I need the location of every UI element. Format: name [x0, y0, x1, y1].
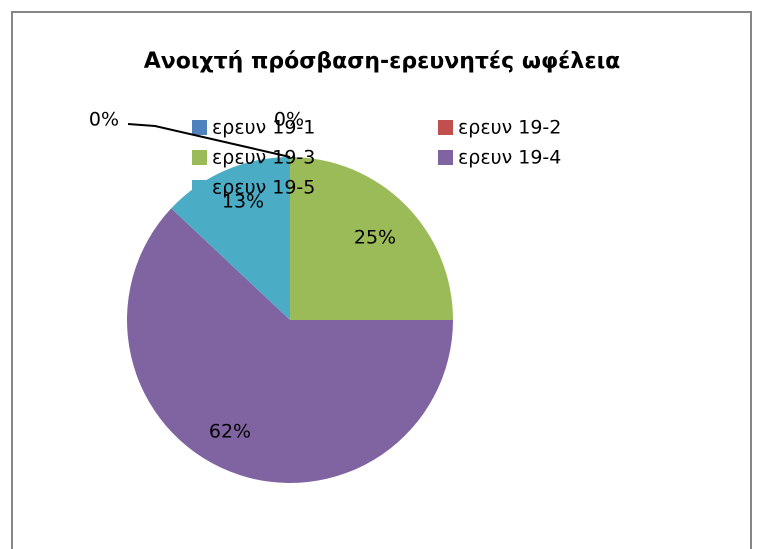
legend-label: ερευν 19-4 [458, 147, 561, 169]
chart-title: Ανοιχτή πρόσβαση-ερευνητές ωφέλεια [144, 49, 621, 74]
data-label: 0% [274, 109, 304, 131]
legend-swatch [438, 150, 453, 165]
legend-swatch [192, 120, 207, 135]
legend-swatch [438, 120, 453, 135]
data-label: 0% [89, 109, 119, 131]
legend-label: ερευν 19-5 [212, 177, 315, 199]
pie-slice [126, 208, 454, 483]
data-label: 13% [222, 191, 264, 213]
pie [126, 157, 454, 483]
legend: ερευν 19-1 ερευν 19-2 ερευν 19-3 ερευν 19-4… [192, 117, 561, 199]
pie-slice [171, 157, 290, 320]
leader-line [127, 123, 291, 158]
legend-swatch [192, 180, 207, 195]
legend-swatch [192, 150, 207, 165]
legend-label: ερευν 19-1 [212, 117, 315, 139]
legend-label: ερευν 19-3 [212, 147, 315, 169]
data-label: 25% [354, 227, 396, 249]
pie-slice [290, 157, 453, 320]
legend-label: ερευν 19-2 [458, 117, 561, 139]
data-labels: 0% 0% 25% 62% 13% [89, 109, 396, 443]
data-label: 62% [209, 421, 251, 443]
